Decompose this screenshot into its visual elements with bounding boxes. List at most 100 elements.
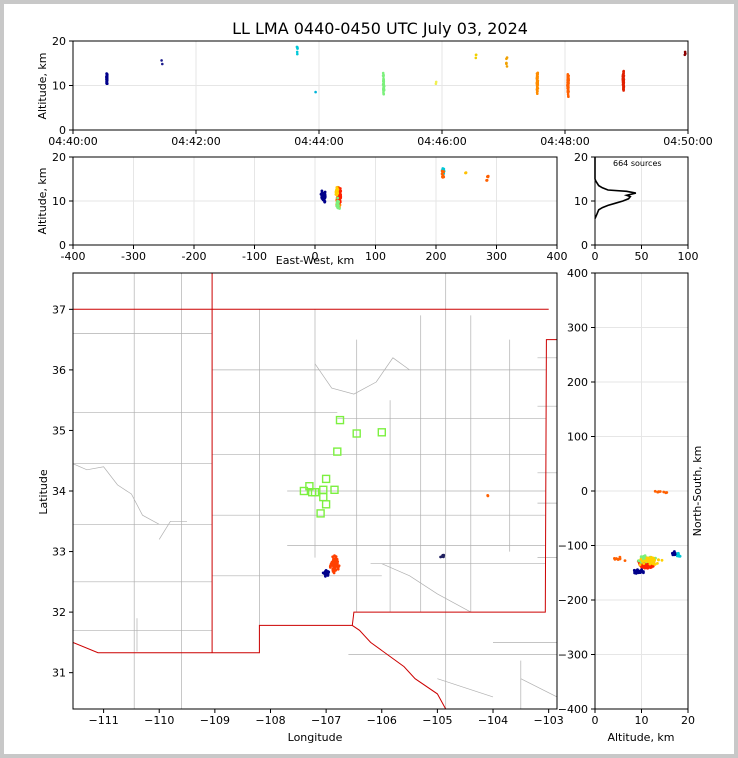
source-point (326, 572, 330, 576)
x-tick-label: 0 (592, 714, 599, 727)
source-point (332, 564, 336, 568)
y-tick-label: 100 (567, 431, 588, 444)
source-point (382, 79, 386, 83)
map-layer (73, 273, 557, 709)
source-point (623, 559, 627, 562)
source-point (671, 551, 675, 555)
source-point (622, 70, 625, 73)
x-tick-label: 04:48:00 (540, 135, 589, 148)
y-axis-label: Altitude, km (36, 167, 49, 234)
source-point (382, 86, 385, 89)
source-point (474, 53, 478, 57)
x-tick-label: 0 (592, 250, 599, 263)
source-point (296, 52, 299, 56)
y-tick-label: −200 (558, 594, 588, 607)
source-point (660, 558, 664, 562)
source-point (105, 72, 109, 76)
county-line (437, 678, 494, 698)
source-point (618, 557, 622, 561)
source-point (336, 196, 340, 200)
x-tick-label: 200 (426, 250, 447, 263)
source-point (335, 186, 339, 190)
source-point (662, 490, 666, 494)
source-point (339, 193, 342, 197)
green-square-marker (333, 447, 342, 456)
source-point (295, 50, 299, 54)
altitude-histogram-line (594, 157, 637, 219)
county-line (73, 463, 160, 525)
source-point (567, 89, 570, 92)
source-point (336, 189, 339, 193)
source-point (485, 179, 488, 182)
x-tick-label: -100 (242, 250, 267, 263)
source-point (336, 201, 340, 205)
green-square-marker (319, 485, 328, 494)
source-point (160, 59, 163, 62)
y-tick-label: 33 (52, 546, 66, 559)
source-point (505, 65, 509, 68)
y-tick-label: 300 (567, 322, 588, 335)
source-point (322, 199, 326, 203)
source-point (651, 562, 655, 566)
source-point (382, 88, 386, 92)
source-point (639, 558, 643, 561)
green-square-marker (352, 429, 361, 438)
x-tick-label: −104 (478, 714, 508, 727)
x-tick-label: 04:40:00 (48, 135, 97, 148)
x-tick-label: 100 (678, 250, 699, 263)
source-point (161, 62, 164, 66)
source-point (331, 568, 335, 572)
source-point (335, 192, 338, 196)
source-point (657, 558, 660, 562)
y-tick-label: 20 (52, 35, 66, 48)
source-point (566, 93, 570, 96)
x-tick-label: 300 (486, 250, 507, 263)
source-point (505, 56, 509, 59)
y-tick-label: 20 (574, 151, 588, 164)
green-square-marker (321, 474, 331, 484)
x-tick-label: −108 (255, 714, 285, 727)
source-point (336, 566, 340, 569)
source-point (644, 564, 647, 568)
county-line (520, 678, 557, 698)
x-tick-label: −105 (422, 714, 452, 727)
source-point (382, 73, 385, 77)
source-point (652, 557, 656, 561)
source-point (434, 80, 438, 84)
source-point (613, 557, 617, 561)
source-point (657, 490, 660, 494)
east-west-panel: -400 -300 -200 -100 0 100 200 300 400 0 10 20Altitu… (36, 151, 568, 267)
y-tick-label: −300 (558, 649, 588, 662)
state-border (352, 624, 447, 709)
source-point (648, 562, 652, 566)
source-point (566, 83, 569, 86)
county-line (381, 563, 471, 613)
source-point (646, 558, 649, 561)
figure-title: LL LMA 0440-0450 UTC July 03, 2024 (232, 19, 528, 38)
source-point (621, 74, 625, 77)
lma-figure: LL LMA 0440-0450 UTC July 03, 2024 04:40… (36, 19, 713, 744)
source-point (105, 80, 108, 83)
y-tick-label: 20 (52, 151, 66, 164)
source-point (642, 571, 645, 575)
source-point (640, 565, 643, 569)
x-tick-label: 04:44:00 (294, 135, 343, 148)
green-square-marker (321, 500, 331, 509)
source-point (622, 78, 625, 81)
source-point (566, 77, 570, 81)
x-axis-label: East-West, km (276, 254, 354, 267)
source-point (536, 79, 539, 82)
county-line (158, 520, 187, 540)
source-point (656, 562, 659, 565)
x-tick-label: 400 (547, 250, 568, 263)
green-square-marker (316, 509, 325, 518)
green-square-marker (335, 415, 345, 425)
source-point (647, 560, 651, 564)
time-height-panel: 04:40:00 04:42:00 04:44:00 04:46:00 04:48:00… (36, 35, 713, 148)
source-point (634, 572, 638, 575)
x-axis-label: Longitude (288, 731, 343, 744)
source-point (536, 72, 539, 76)
y-axis-label: Latitude (37, 469, 50, 515)
y-tick-label: 200 (567, 376, 588, 389)
y-tick-label: 10 (52, 80, 66, 93)
